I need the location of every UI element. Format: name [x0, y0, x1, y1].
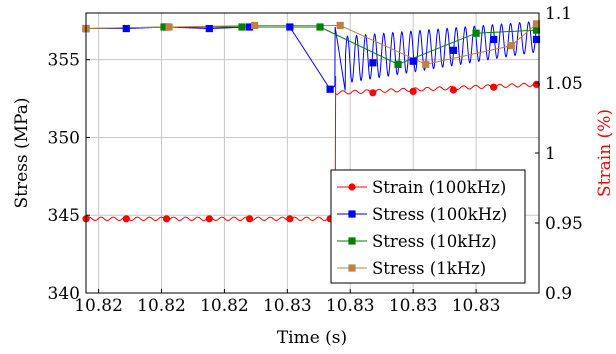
y-right-tick-label: 1.1: [545, 4, 572, 24]
series-stress-100khz-marker: [245, 23, 254, 31]
x-tick-label: 10.83: [263, 296, 312, 316]
legend: Strain (100kHz) Stress (100kHz) Stress (10…: [330, 169, 526, 284]
series-stress-10khz-marker: [316, 23, 324, 31]
y-left-tick-label: 340: [48, 284, 80, 304]
series-stress-10khz-marker: [238, 23, 246, 31]
markers-layer: [82, 20, 541, 223]
legend-strain-100khz-marker: [348, 183, 356, 191]
series-stress-1khz-marker: [251, 21, 259, 30]
y-right-tick-label: 0.95: [545, 214, 583, 234]
y-left-tick-label: 355: [48, 51, 80, 71]
series-stress-10khz-marker: [160, 23, 168, 31]
x-tick-label: 10.82: [200, 296, 249, 316]
series-strain-100khz-marker: [409, 87, 417, 95]
series-strain-100khz-marker: [490, 83, 498, 91]
legend-stress-1khz-label: Stress (1kHz): [372, 259, 486, 278]
series-stress-1khz-marker: [336, 21, 344, 30]
legend-stress-100khz-label: Stress (100kHz): [372, 205, 507, 224]
series-strain-100khz-marker: [245, 215, 254, 223]
series-stress-1khz-marker: [532, 20, 541, 28]
series-stress-100khz-line: [86, 20, 539, 91]
series-stress-100khz-marker: [286, 23, 294, 31]
legend-box: [330, 169, 526, 284]
series-stress-100khz-marker: [205, 24, 213, 33]
series-stress-10khz-marker: [394, 60, 402, 68]
series-stress-10khz-marker: [472, 29, 480, 37]
legend-stress-10khz-label: Stress (10kHz): [372, 232, 497, 251]
series-stress-10khz-marker: [532, 26, 541, 34]
x-axis-label: Time (s): [277, 328, 347, 348]
axis-ticks: 10.82 10.82 10.82 10.83 10.83 10.83 10.83 340 34…: [48, 4, 583, 316]
series-strain-100khz-marker: [205, 215, 213, 223]
series-stress-1khz-marker: [422, 60, 430, 68]
x-tick-label: 10.83: [452, 296, 501, 316]
y-left-tick-label: 345: [48, 206, 80, 226]
series-strain-100khz-line: [86, 75, 539, 221]
legend-stress-10khz-marker: [348, 237, 356, 245]
x-tick-label: 10.82: [137, 296, 186, 316]
legend-stress-1khz-marker: [348, 264, 356, 272]
x-tick-label: 10.83: [389, 296, 438, 316]
series-stress-100khz-marker: [449, 46, 458, 54]
series-stress-100khz-marker: [532, 35, 541, 44]
series-stress-100khz-marker: [326, 85, 334, 93]
series-strain-100khz-marker: [286, 215, 294, 223]
y-right-tick-label: 0.9: [545, 284, 572, 304]
series-strain-100khz-marker: [162, 215, 171, 223]
y-right-tick-label: 1.05: [545, 74, 583, 94]
x-tick-label: 10.83: [326, 296, 375, 316]
series-stress-100khz-marker: [409, 57, 417, 65]
y-left-axis-label: Stress (MPa): [12, 98, 32, 209]
legend-stress-100khz-marker: [348, 210, 356, 218]
series-strain-100khz-marker: [369, 89, 377, 97]
series-stress-100khz-marker: [490, 35, 498, 44]
legend-strain-100khz-label: Strain (100kHz): [372, 178, 506, 197]
y-right-tick-label: 1: [545, 144, 556, 164]
series-stress-100khz-marker: [122, 24, 130, 33]
series-strain-100khz-marker: [449, 86, 458, 94]
x-tick-label: 10.82: [74, 296, 123, 316]
series-stress-1khz-marker: [165, 23, 173, 31]
y-left-tick-label: 350: [48, 128, 80, 148]
series-stress-1khz-marker: [507, 42, 515, 50]
series-stress-100khz-marker: [369, 59, 377, 67]
y-right-axis-label: Strain (%): [595, 109, 615, 197]
series-strain-100khz-marker: [122, 215, 130, 223]
